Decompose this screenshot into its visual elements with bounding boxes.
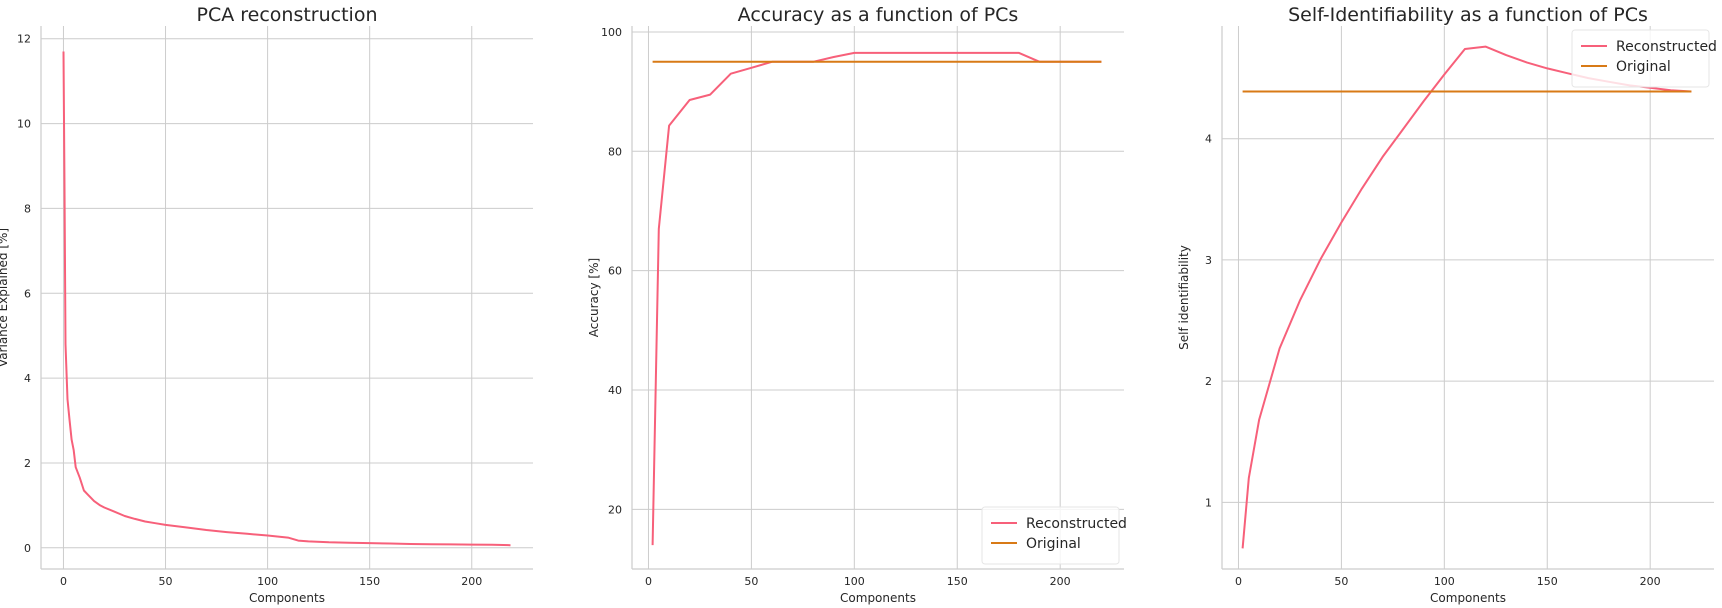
x-tick-label: 50 — [1334, 575, 1348, 588]
y-tick-label: 80 — [608, 145, 622, 158]
y-tick-label: 1 — [1205, 496, 1212, 509]
y-tick-label: 6 — [24, 287, 31, 300]
x-tick-label: 0 — [60, 575, 67, 588]
x-tick-label: 200 — [1050, 575, 1071, 588]
x-tick-label: 100 — [257, 575, 278, 588]
x-axis-label: Components — [1430, 591, 1506, 605]
y-tick-label: 2 — [1205, 375, 1212, 388]
y-tick-label: 100 — [601, 26, 622, 39]
x-axis-label: Components — [249, 591, 325, 605]
y-tick-label: 2 — [24, 457, 31, 470]
chart-1: 0 50 100 150 200 0 2 4 6 8 10 12 PCA reconstruction C… — [0, 4, 533, 605]
x-tick-label: 50 — [744, 575, 758, 588]
legend: Reconstructed Original — [1571, 29, 1717, 88]
x-tick-label: 100 — [1434, 575, 1455, 588]
legend-label-original: Original — [1026, 536, 1081, 552]
x-tick-label: 150 — [359, 575, 380, 588]
x-tick-label: 0 — [1235, 575, 1242, 588]
legend-box — [1571, 29, 1710, 88]
y-axis-label: Self identifiability — [1177, 245, 1191, 350]
x-axis-label: Components — [840, 591, 916, 605]
series-line-reconstructed — [1241, 45, 1692, 549]
y-tick-label: 4 — [1205, 133, 1212, 146]
series-line — [62, 51, 511, 547]
y-tick-label: 40 — [608, 384, 622, 397]
y-axis-label: Variance Explained [%] — [0, 228, 10, 367]
x-tick-label: 100 — [844, 575, 865, 588]
chart-title: Self-Identifiability as a function of PC… — [1288, 4, 1648, 26]
y-tick-label: 3 — [1205, 254, 1212, 267]
y-tick-label: 20 — [608, 503, 622, 516]
y-tick-label: 4 — [24, 372, 31, 385]
y-tick-label: 60 — [608, 265, 622, 278]
legend-label-reconstructed: Reconstructed — [1026, 516, 1127, 532]
x-tick-label: 150 — [1537, 575, 1558, 588]
y-tick-label: 10 — [17, 118, 31, 131]
chart-title: PCA reconstruction — [196, 4, 377, 26]
y-axis-label: Accuracy [%] — [587, 258, 601, 337]
legend-label-reconstructed: Reconstructed — [1616, 39, 1717, 55]
y-tick-label: 8 — [24, 202, 31, 215]
y-tick-label: 0 — [24, 542, 31, 555]
legend-box — [981, 506, 1120, 565]
x-tick-label: 50 — [159, 575, 173, 588]
y-tick-label: 12 — [17, 33, 31, 46]
chart-2: 0 50 100 150 200 20 40 60 80 100 Accuracy as a fun… — [587, 4, 1127, 605]
series-line-reconstructed — [651, 51, 1102, 546]
legend: Reconstructed Original — [981, 506, 1127, 565]
x-tick-label: 150 — [947, 575, 968, 588]
x-tick-label: 200 — [1640, 575, 1661, 588]
x-tick-label: 0 — [645, 575, 652, 588]
legend-label-original: Original — [1616, 59, 1671, 75]
chart-3: 0 50 100 150 200 1 2 3 4 Self-Identifiability as … — [1177, 4, 1717, 605]
chart-title: Accuracy as a function of PCs — [738, 4, 1019, 26]
x-tick-label: 200 — [461, 575, 482, 588]
